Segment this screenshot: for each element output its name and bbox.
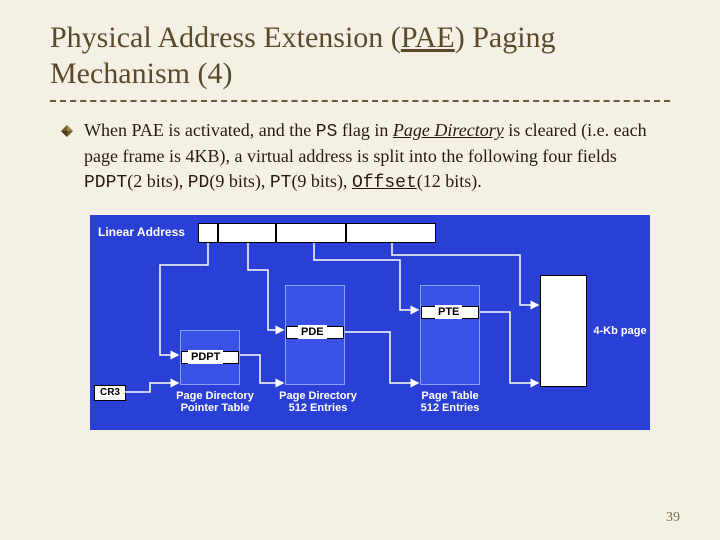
pt-cap2: 512 Entries [421, 402, 480, 414]
page-label: 4-Kb page [590, 325, 650, 337]
pdpt-cap1: Page Directory [176, 390, 254, 402]
pd-cap1: Page Directory [279, 390, 357, 402]
pte-label: PTE [435, 305, 462, 319]
page-number: 39 [666, 510, 680, 526]
body-pdpt: PDPT [84, 173, 127, 193]
bitbox-9b [276, 223, 346, 243]
bitnum-9a: 9 [238, 225, 244, 237]
pt-caption: Page Table 512 Entries [415, 390, 485, 414]
title-pae-link: PAE [401, 21, 455, 54]
body-pd-link: Page Directory [393, 120, 504, 140]
title-text-1: Physical Address Extension ( [50, 21, 401, 54]
page-frame-box [540, 275, 587, 387]
slide-title: Physical Address Extension (PAE) Paging … [50, 20, 670, 92]
bitbox-9a [218, 223, 276, 243]
pde-label: PDE [298, 325, 327, 339]
body-pt-bits: (9 bits), [291, 171, 352, 191]
bitbox-2 [198, 223, 218, 243]
pdpt-label: PDPT [188, 350, 223, 364]
body-pd-bits: (9 bits), [209, 171, 270, 191]
pdpt-cap2: Pointer Table [181, 402, 250, 414]
cr3-register: CR3 [94, 385, 126, 401]
body-t1: When PAE is activated, and the [84, 120, 316, 140]
bullet-item: When PAE is activated, and the PS flag i… [60, 118, 670, 195]
pt-table [420, 285, 480, 385]
body-paragraph: When PAE is activated, and the PS flag i… [84, 118, 670, 195]
body-ps: PS [316, 122, 338, 142]
body-pd: PD [188, 173, 210, 193]
pae-diagram: Linear Address 2 9 9 12 PDPT Page Direct… [90, 215, 650, 430]
body-pt: PT [270, 173, 292, 193]
pt-cap1: Page Table [421, 390, 478, 402]
body-pdpt-bits: (2 bits), [127, 171, 188, 191]
diamond-bullet-icon [60, 124, 74, 138]
pdpt-caption: Page Directory Pointer Table [170, 390, 260, 414]
bitnum-9b: 9 [312, 225, 318, 237]
linear-address-label: Linear Address [98, 225, 185, 239]
body-t2: flag in [337, 120, 393, 140]
bitnum-12: 12 [388, 225, 400, 237]
title-divider [50, 100, 670, 102]
bitnum-2: 2 [220, 225, 226, 237]
pd-caption: Page Directory 512 Entries [278, 390, 358, 414]
body-off-bits: (12 bits). [417, 171, 482, 191]
body-offset: Offset [352, 173, 417, 193]
pd-cap2: 512 Entries [289, 402, 348, 414]
